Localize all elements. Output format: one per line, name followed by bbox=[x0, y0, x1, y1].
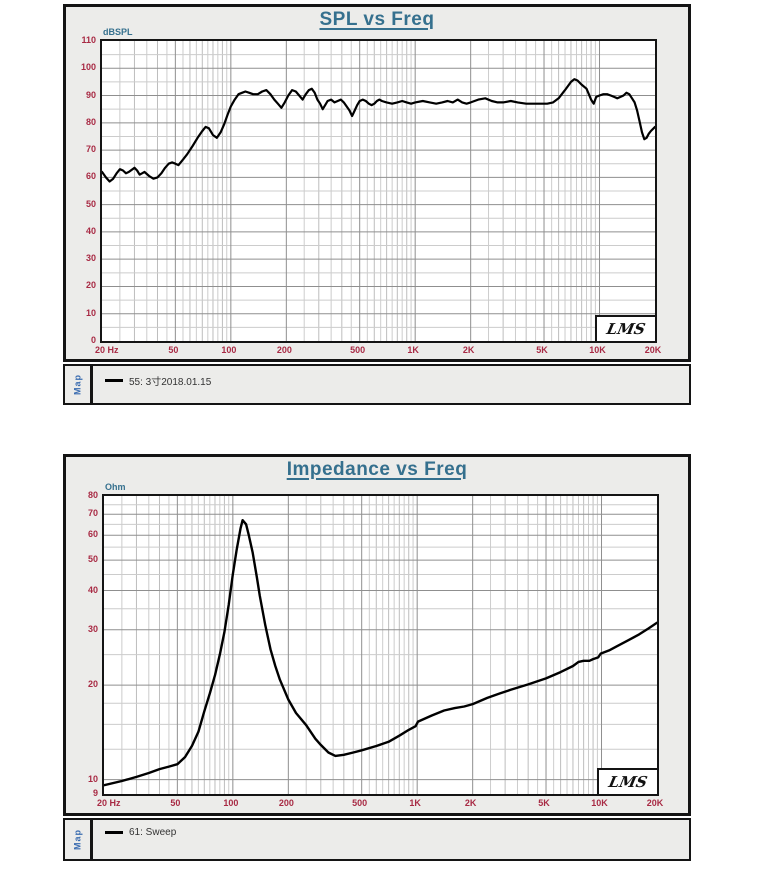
x-tick-label: 500 bbox=[350, 345, 366, 355]
x-tick-label: 2K bbox=[464, 798, 477, 808]
y-tick-label: 50 bbox=[87, 554, 98, 565]
y-tick-label: 100 bbox=[80, 62, 96, 73]
impedance-plot-canvas bbox=[104, 496, 657, 794]
y-tick-label: 80 bbox=[85, 116, 96, 127]
y-tick-label: 80 bbox=[87, 490, 98, 500]
y-tick-label: 10 bbox=[87, 773, 98, 784]
x-tick-label: 200 bbox=[278, 798, 294, 808]
x-tick-label: 500 bbox=[352, 798, 368, 808]
impedance-legend-content: 61: Sweep bbox=[93, 820, 689, 859]
y-tick-label: 60 bbox=[87, 529, 98, 540]
map-tab[interactable]: Map bbox=[65, 820, 93, 859]
y-tick-label: 90 bbox=[85, 89, 96, 100]
map-tab-label: Map bbox=[72, 829, 83, 850]
y-tick-label: 20 bbox=[85, 280, 96, 291]
spl-y-axis-unit-label: dBSPL bbox=[103, 27, 133, 37]
impedance-legend-line-sample bbox=[105, 831, 123, 834]
x-tick-label: 20 Hz bbox=[97, 798, 121, 808]
impedance-legend-strip: Map 61: Sweep bbox=[63, 818, 691, 861]
map-tab-label: Map bbox=[72, 374, 83, 395]
x-tick-label: 20 Hz bbox=[95, 345, 119, 355]
y-tick-label: 10 bbox=[85, 307, 96, 318]
x-tick-label: 2K bbox=[462, 345, 475, 355]
x-tick-label: 50 bbox=[170, 798, 181, 808]
x-tick-label: 200 bbox=[276, 345, 292, 355]
spl-legend-line-sample bbox=[105, 379, 123, 382]
x-tick-label: 10K bbox=[589, 345, 606, 355]
impedance-legend-label: 61: Sweep bbox=[129, 827, 177, 838]
x-tick-label: 20K bbox=[644, 345, 662, 355]
x-tick-label: 50 bbox=[168, 345, 179, 355]
x-tick-label: 5K bbox=[536, 345, 548, 355]
impedance-legend-item[interactable]: 61: Sweep bbox=[105, 827, 689, 838]
spl-legend-label: 55: 3寸2018.01.15 bbox=[129, 377, 212, 388]
y-tick-label: 70 bbox=[85, 144, 96, 155]
impedance-plot-area: LMS bbox=[102, 494, 659, 796]
y-tick-label: 30 bbox=[87, 623, 98, 634]
x-tick-label: 10K bbox=[591, 798, 608, 808]
spl-legend-content: 55: 3寸2018.01.15 bbox=[93, 366, 689, 403]
y-tick-label: 40 bbox=[85, 225, 96, 236]
lms-watermark: LMS bbox=[597, 768, 657, 794]
lms-watermark: LMS bbox=[595, 315, 655, 341]
spl-chart-title: SPL vs Freq bbox=[319, 9, 435, 30]
spl-curve bbox=[102, 78, 655, 183]
y-tick-label: 40 bbox=[87, 584, 98, 595]
y-tick-label: 0 bbox=[90, 335, 96, 345]
spl-plot-canvas bbox=[102, 41, 655, 341]
impedance-chart-title: Impedance vs Freq bbox=[286, 459, 468, 480]
x-tick-label: 100 bbox=[221, 345, 237, 355]
impedance-curve bbox=[104, 519, 657, 787]
map-tab[interactable]: Map bbox=[65, 366, 93, 403]
y-tick-label: 50 bbox=[85, 198, 96, 209]
impedance-chart-panel: Impedance vs Freq Ohm LMS 80 70 60 50 40 30 20… bbox=[63, 454, 691, 816]
impedance-y-axis-unit-label: Ohm bbox=[105, 482, 126, 492]
y-tick-label: 30 bbox=[85, 253, 96, 264]
spl-plot-area: LMS bbox=[100, 39, 657, 343]
x-tick-label: 5K bbox=[538, 798, 550, 808]
x-tick-label: 20K bbox=[646, 798, 664, 808]
y-tick-label: 70 bbox=[87, 508, 98, 519]
x-tick-label: 100 bbox=[223, 798, 239, 808]
y-tick-label: 20 bbox=[87, 679, 98, 690]
y-tick-label: 60 bbox=[85, 171, 96, 182]
y-tick-label: 9 bbox=[92, 788, 98, 798]
y-tick-label: 110 bbox=[81, 35, 96, 45]
spl-legend-item[interactable]: 55: 3寸2018.01.15 bbox=[105, 373, 689, 388]
x-tick-label: 1K bbox=[409, 798, 421, 808]
spl-chart-panel: SPL vs Freq dBSPL LMS 110 100 90 80 70 60 50 40… bbox=[63, 4, 691, 362]
x-tick-label: 1K bbox=[407, 345, 419, 355]
spl-legend-strip: Map 55: 3寸2018.01.15 bbox=[63, 364, 691, 405]
